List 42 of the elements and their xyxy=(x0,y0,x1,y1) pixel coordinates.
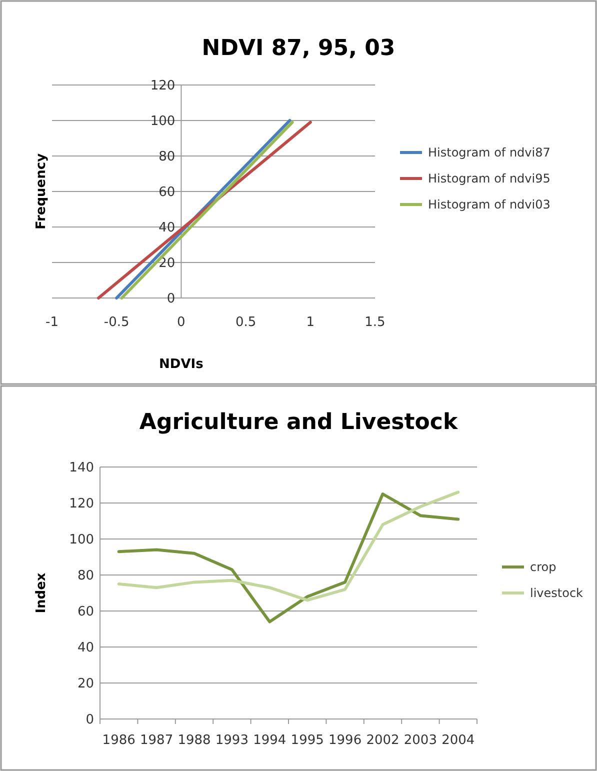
y-tick-label: 20 xyxy=(77,676,94,692)
y-tick-label: 140 xyxy=(69,460,94,476)
y-tick-label: 60 xyxy=(77,604,94,620)
x-tick-label: 1994 xyxy=(253,733,286,748)
y-axis-title: Index xyxy=(34,572,49,614)
y-tick-label: 120 xyxy=(69,496,94,512)
y-tick-label: 60 xyxy=(158,185,176,200)
x-tick-label: 1988 xyxy=(178,733,211,748)
y-tick-label: 120 xyxy=(150,78,176,94)
x-tick-label: 2004 xyxy=(442,733,475,748)
legend-label: crop xyxy=(530,560,556,574)
chart-title: NDVI 87, 95, 03 xyxy=(202,36,396,61)
y-tick-label: 0 xyxy=(86,712,94,728)
x-tick-label: 1993 xyxy=(215,733,248,748)
x-tick-label: 1.5 xyxy=(364,315,386,330)
x-tick-label: -1 xyxy=(46,315,58,330)
x-tick-label: 0.5 xyxy=(235,315,256,330)
y-tick-label: 100 xyxy=(150,114,176,130)
chart-title: Agriculture and Livestock xyxy=(139,410,459,435)
legend-label: Histogram of ndvi87 xyxy=(428,146,550,160)
y-tick-label: 0 xyxy=(166,292,176,307)
x-tick-label: -0.5 xyxy=(104,315,130,330)
x-tick-label: 0 xyxy=(177,315,186,330)
y-tick-label: 40 xyxy=(77,640,94,656)
y-axis-title: Frequency xyxy=(34,152,49,230)
legend-label: Histogram of ndvi03 xyxy=(428,198,550,212)
y-tick-label: 40 xyxy=(158,220,176,236)
legend-label: livestock xyxy=(530,586,584,600)
x-tick-label: 2003 xyxy=(404,733,437,748)
x-tick-label: 1996 xyxy=(328,733,362,748)
line-series xyxy=(117,490,460,602)
y-tick-label: 80 xyxy=(158,150,176,165)
y-tick-label: 100 xyxy=(69,532,94,548)
x-tick-label: 2002 xyxy=(366,733,400,748)
x-tick-label: 1995 xyxy=(290,733,324,748)
y-tick-label: 80 xyxy=(77,568,94,584)
x-axis-title: NDVIs xyxy=(159,357,204,372)
x-tick-label: 1 xyxy=(306,315,315,330)
legend-label: Histogram of ndvi95 xyxy=(428,172,550,186)
line-series xyxy=(117,492,460,624)
x-tick-label: 1987 xyxy=(140,733,174,748)
x-tick-label: 1986 xyxy=(102,733,136,748)
